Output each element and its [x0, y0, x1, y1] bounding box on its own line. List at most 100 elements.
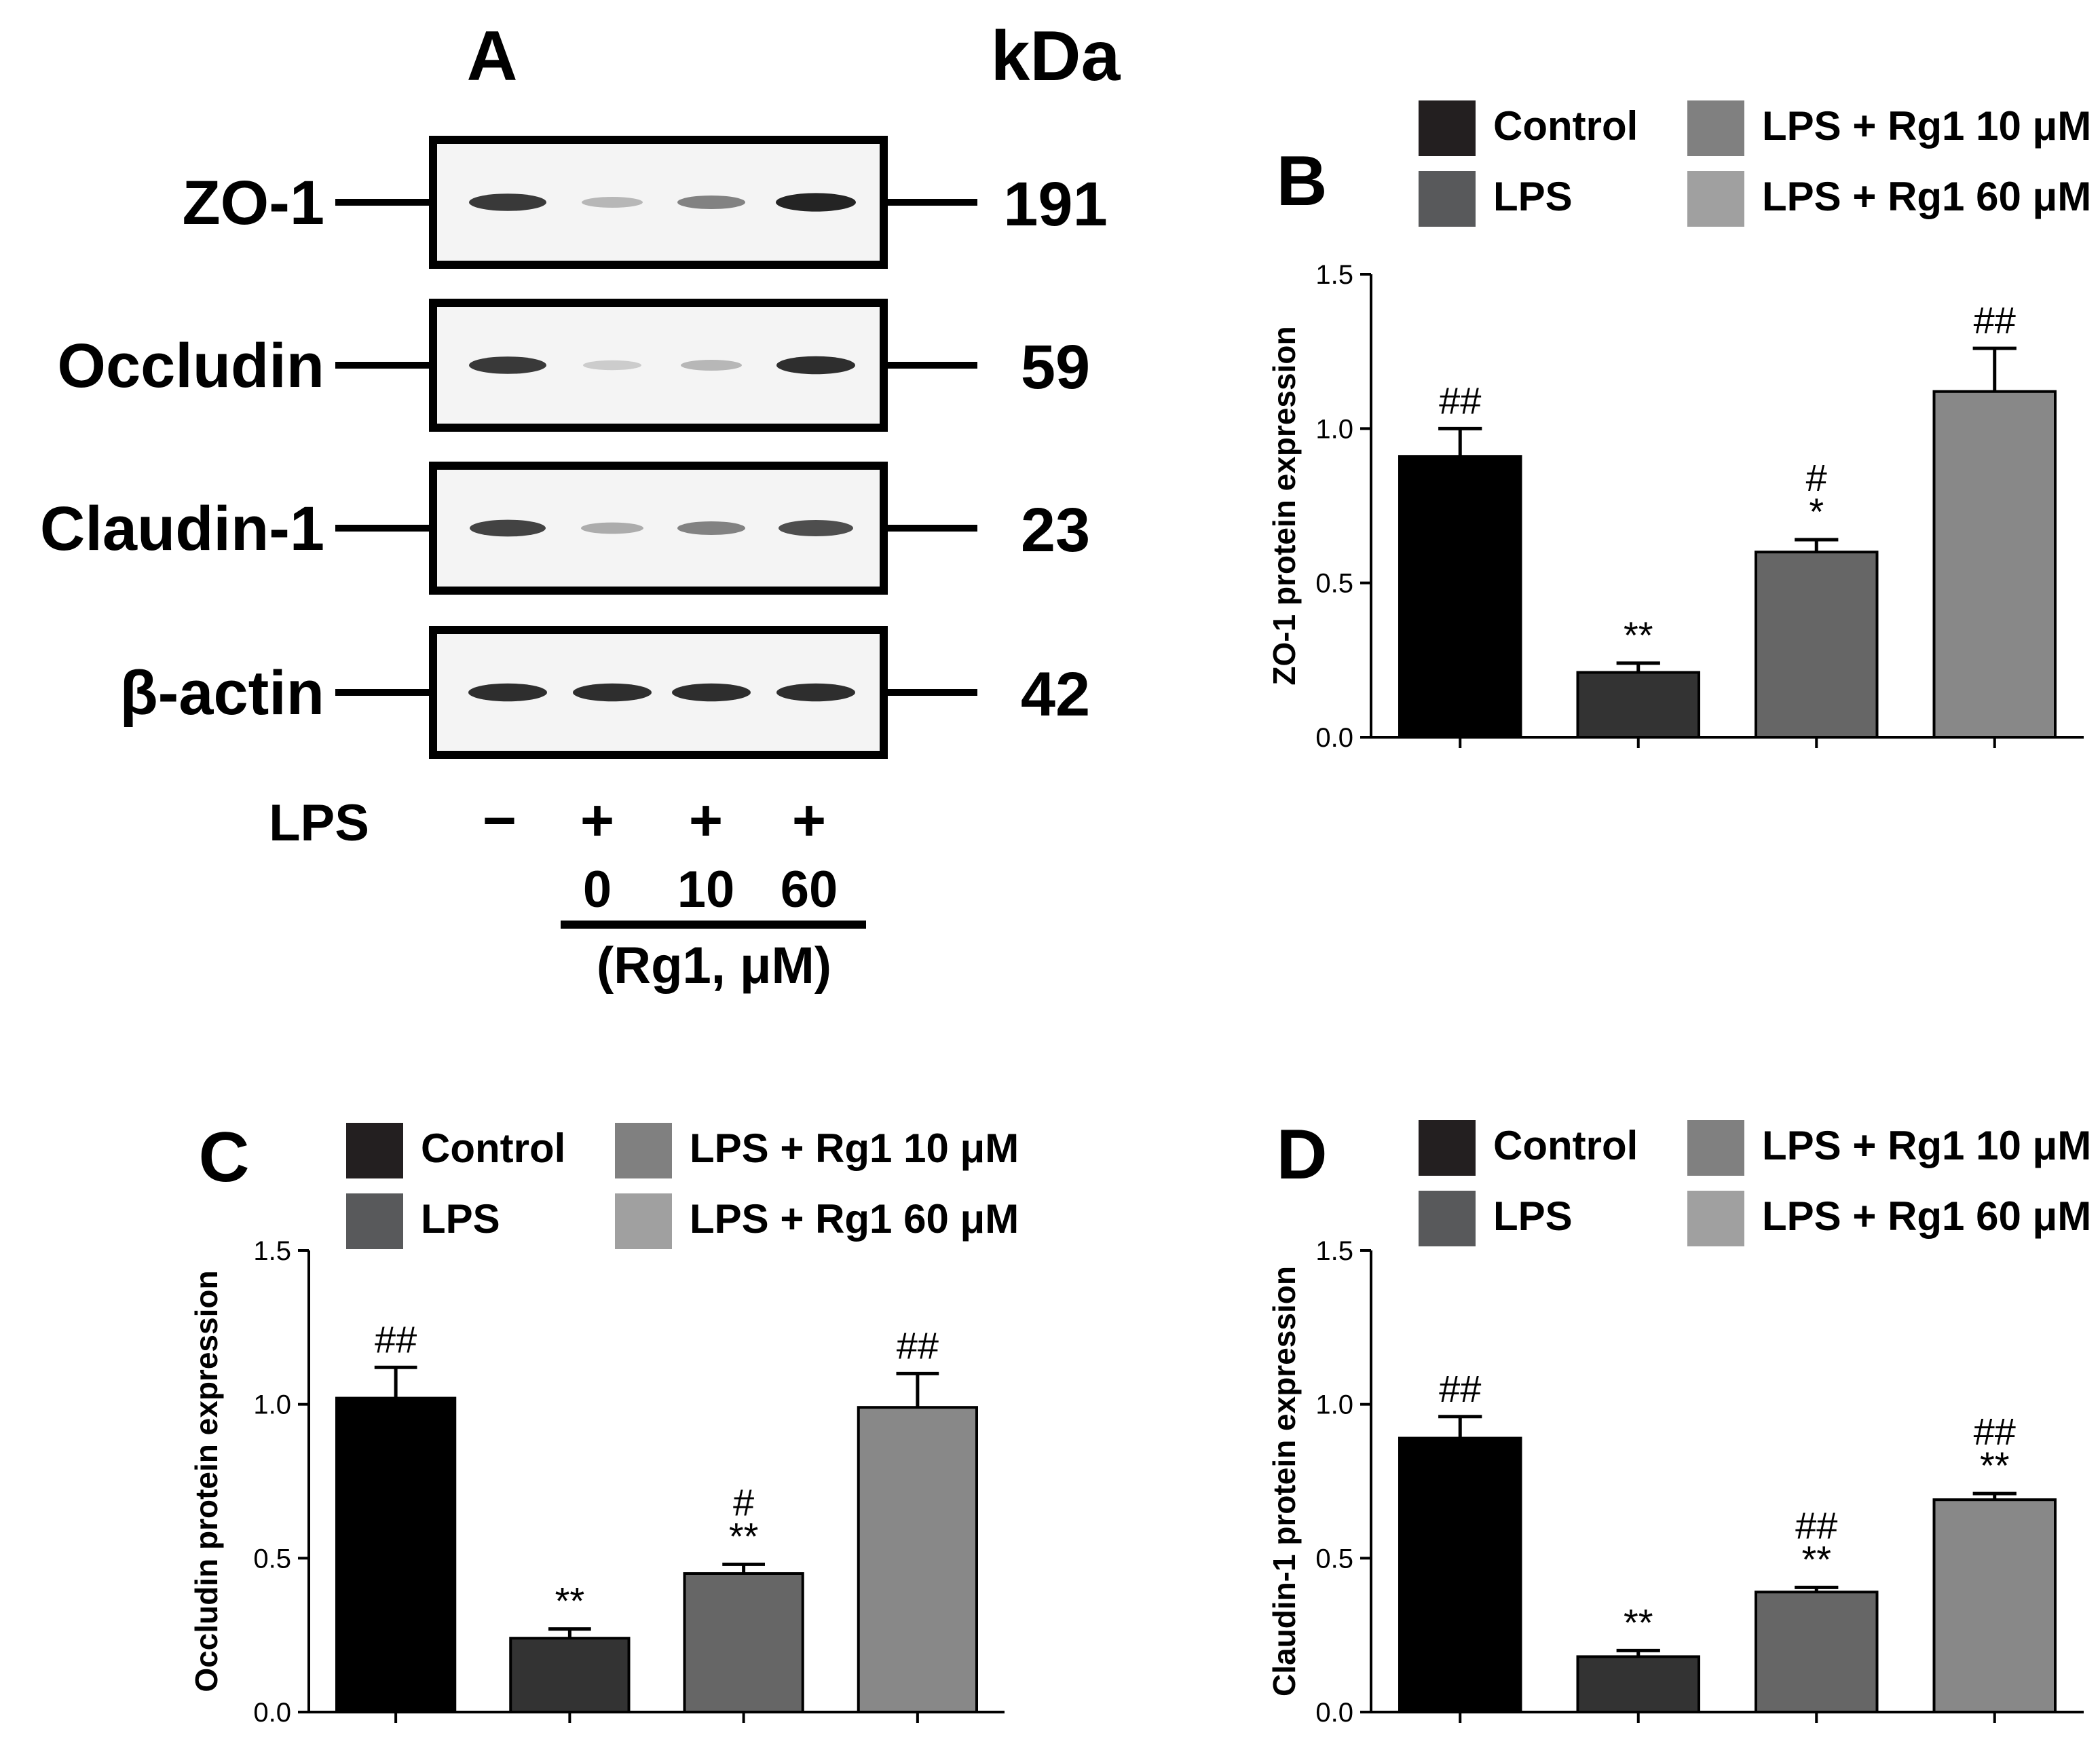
legend-swatch — [1687, 1191, 1744, 1246]
significance-mark: ** — [555, 1580, 585, 1622]
panel-label: B — [1276, 142, 1327, 221]
y-tick-label: 1.0 — [253, 1390, 291, 1420]
panel-b-zo1-chart: B Control LPS LPS + Rg1 10 μM LPS + Rg1 60 μ… — [1267, 100, 2091, 753]
legend-label: LPS + Rg1 60 μM — [690, 1196, 1019, 1242]
bar — [509, 1637, 631, 1713]
bar — [857, 1406, 978, 1713]
protein-label: Claudin-1 — [40, 494, 324, 563]
lps-sign: + — [580, 788, 614, 853]
legend-label: Control — [1493, 103, 1638, 149]
kda-value: 42 — [1021, 660, 1090, 729]
y-tick-label: 0.5 — [1315, 1544, 1353, 1574]
legend-swatch — [1419, 171, 1476, 227]
significance-mark: ## — [1974, 1410, 2016, 1453]
protein-label: ZO-1 — [182, 168, 324, 238]
bar — [1576, 671, 1700, 739]
bar — [1398, 1436, 1522, 1714]
legend-label: LPS + Rg1 60 μM — [1762, 174, 2091, 219]
blot-band — [581, 522, 643, 534]
panel-label: D — [1276, 1115, 1327, 1194]
blot-band — [573, 683, 652, 702]
legend-label: LPS — [421, 1196, 500, 1242]
legend-label: LPS — [1493, 1193, 1573, 1239]
y-tick-label: 0.0 — [1315, 1698, 1353, 1728]
y-tick-label: 1.0 — [1315, 1390, 1353, 1420]
blot-band — [469, 356, 546, 374]
bar — [1576, 1655, 1700, 1713]
dose-value: 60 — [781, 861, 838, 918]
significance-mark: * — [1809, 490, 1824, 533]
kda-value: 59 — [1021, 333, 1090, 402]
y-tick-label: 0.0 — [253, 1698, 291, 1728]
blot-band — [470, 519, 546, 537]
y-axis-label: Occludin protein expression — [189, 1270, 224, 1692]
kda-header: kDa — [991, 17, 1121, 96]
kda-value: 191 — [1003, 170, 1108, 239]
dose-value: 10 — [677, 861, 735, 918]
legend-swatch — [1687, 1120, 1744, 1176]
blot-band — [779, 520, 853, 536]
lps-sign: − — [483, 788, 517, 853]
y-tick-label: 0.5 — [253, 1544, 291, 1574]
y-tick-label: 0.5 — [1315, 569, 1353, 599]
y-tick-label: 1.5 — [1315, 260, 1353, 290]
protein-label: Occludin — [57, 331, 324, 401]
legend-swatch — [346, 1123, 403, 1178]
significance-mark: ** — [1624, 614, 1653, 656]
bar — [683, 1572, 804, 1713]
y-axis-label: ZO-1 protein expression — [1267, 326, 1302, 685]
blot-band — [583, 360, 641, 371]
blot-band — [582, 197, 643, 208]
lps-sign: + — [689, 788, 723, 853]
blot-band — [677, 521, 745, 535]
significance-mark: ## — [897, 1324, 939, 1367]
blot-band — [677, 196, 745, 209]
legend-label: Control — [1493, 1123, 1638, 1168]
significance-mark: ** — [1624, 1601, 1653, 1643]
significance-mark: # — [733, 1481, 754, 1523]
blot-band — [468, 683, 547, 702]
legend-label: LPS + Rg1 10 μM — [1762, 103, 2091, 149]
legend-swatch — [615, 1193, 672, 1249]
panel-d-claudin1-chart: D Control LPS LPS + Rg1 10 μM LPS + Rg1 60 μ… — [1267, 1115, 2091, 1728]
panel-c-occludin-chart: C Control LPS LPS + Rg1 10 μM LPS + Rg1 60 μ… — [189, 1118, 1019, 1728]
significance-mark: # — [1806, 456, 1827, 499]
y-axis-label: Claudin-1 protein expression — [1267, 1266, 1302, 1696]
legend-swatch — [1419, 1191, 1476, 1246]
legend-swatch — [1687, 100, 1744, 156]
kda-value: 23 — [1021, 496, 1090, 565]
legend-label: Control — [421, 1126, 565, 1171]
significance-mark: ** — [729, 1515, 759, 1557]
blot-band — [776, 193, 856, 212]
bar — [1398, 455, 1522, 739]
legend-swatch — [1419, 1120, 1476, 1176]
legend-swatch — [1687, 171, 1744, 227]
legend-swatch — [1419, 100, 1476, 156]
protein-label: β-actin — [119, 658, 324, 728]
legend-swatch — [615, 1123, 672, 1178]
blot-band — [681, 360, 742, 371]
blot-band — [672, 683, 751, 702]
dose-value: 0 — [583, 861, 612, 918]
significance-mark: ## — [1439, 1367, 1481, 1410]
legend-label: LPS + Rg1 10 μM — [1762, 1123, 2091, 1168]
significance-mark: ## — [375, 1318, 417, 1360]
bar — [1932, 390, 2057, 739]
bar — [1755, 1591, 1879, 1713]
bar — [335, 1396, 457, 1714]
y-tick-label: 0.0 — [1315, 723, 1353, 753]
legend-label: LPS + Rg1 10 μM — [690, 1126, 1019, 1171]
panel-label: C — [198, 1118, 249, 1197]
dose-label: (Rg1, μM) — [597, 937, 831, 995]
legend-label: LPS + Rg1 60 μM — [1762, 1193, 2091, 1239]
blot-band — [776, 683, 855, 702]
significance-mark: ## — [1795, 1504, 1837, 1546]
blot-band — [469, 193, 546, 211]
bar — [1932, 1498, 2057, 1713]
significance-mark: ** — [1980, 1444, 2010, 1487]
legend-swatch — [346, 1193, 403, 1249]
legend-label: LPS — [1493, 174, 1573, 219]
significance-mark: ## — [1974, 299, 2016, 341]
